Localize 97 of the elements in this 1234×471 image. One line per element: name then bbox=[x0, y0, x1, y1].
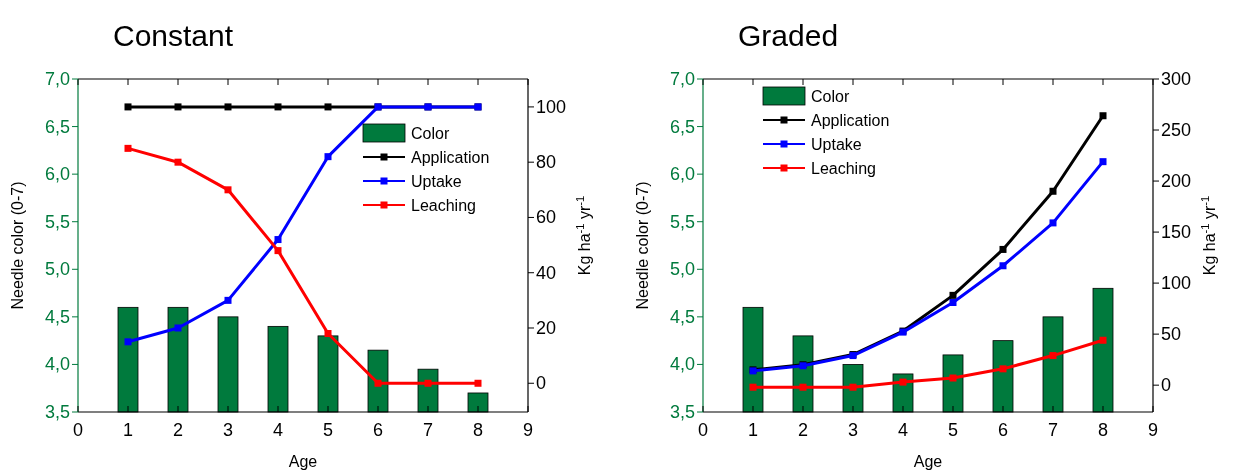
x-tick-label: 6 bbox=[997, 420, 1009, 440]
y2-tick-label: 80 bbox=[536, 152, 557, 173]
point bbox=[174, 158, 182, 166]
legend-label: Color bbox=[411, 125, 450, 142]
point bbox=[949, 291, 957, 299]
point bbox=[324, 103, 332, 111]
point bbox=[374, 379, 382, 387]
y-tick-label: 5,0 bbox=[669, 259, 695, 280]
point bbox=[174, 103, 182, 111]
point bbox=[999, 262, 1007, 270]
point bbox=[274, 103, 282, 111]
x-axis-title: Age bbox=[288, 453, 318, 470]
x-tick-label: 5 bbox=[947, 420, 959, 440]
y-tick-label: 6,5 bbox=[669, 116, 695, 137]
point bbox=[1049, 352, 1057, 360]
point bbox=[999, 245, 1007, 253]
y-tick-label: 5,5 bbox=[44, 211, 70, 232]
x-tick-label: 3 bbox=[222, 420, 234, 440]
y2-tick-label: 40 bbox=[536, 262, 557, 283]
y-tick-label: 7,0 bbox=[44, 69, 70, 89]
y2-tick-label: 0 bbox=[536, 373, 547, 394]
legend-label: Color bbox=[811, 88, 850, 105]
x-axis-title: Age bbox=[913, 453, 943, 470]
y2-tick-label: 150 bbox=[1161, 222, 1192, 243]
y2-tick-label: 200 bbox=[1161, 171, 1192, 192]
point bbox=[999, 365, 1007, 373]
y2-tick-label: 60 bbox=[536, 207, 557, 228]
x-tick-label: 7 bbox=[422, 420, 434, 440]
y2-tick-label: 50 bbox=[1161, 324, 1182, 345]
chart-title: Constant bbox=[113, 19, 234, 52]
x-tick-label: 7 bbox=[1047, 420, 1059, 440]
point bbox=[124, 338, 132, 346]
point bbox=[849, 383, 857, 391]
y-axis-title: Needle color (0-7) bbox=[634, 181, 651, 310]
legend-label: Leaching bbox=[411, 197, 476, 214]
x-tick-label: 3 bbox=[847, 420, 859, 440]
y-axis-title: Needle color (0-7) bbox=[9, 181, 26, 310]
y-tick-label: 6,0 bbox=[44, 164, 70, 185]
point bbox=[124, 144, 132, 152]
y-tick-label: 4,0 bbox=[669, 354, 695, 375]
y2-tick-label: 300 bbox=[1161, 69, 1192, 89]
y-tick-label: 4,0 bbox=[44, 354, 70, 375]
x-tick-label: 5 bbox=[322, 420, 334, 440]
x-tick-label: 2 bbox=[172, 420, 184, 440]
x-tick-label: 0 bbox=[697, 420, 709, 440]
point bbox=[749, 383, 757, 391]
legend-label: Application bbox=[411, 149, 490, 166]
point bbox=[1099, 336, 1107, 344]
point bbox=[224, 296, 232, 304]
x-tick-label: 2 bbox=[797, 420, 809, 440]
x-tick-label: 8 bbox=[1097, 420, 1109, 440]
point bbox=[324, 153, 332, 161]
y-tick-label: 5,0 bbox=[44, 259, 70, 280]
x-tick-label: 1 bbox=[747, 420, 759, 440]
point bbox=[174, 324, 182, 332]
point bbox=[899, 378, 907, 386]
point bbox=[799, 383, 807, 391]
y-tick-label: 6,0 bbox=[669, 164, 695, 185]
point bbox=[1049, 219, 1057, 227]
point bbox=[1099, 112, 1107, 120]
point bbox=[1049, 187, 1057, 195]
legend-label: Uptake bbox=[411, 173, 462, 190]
legend-label: Leaching bbox=[811, 160, 876, 177]
y-tick-label: 3,5 bbox=[669, 402, 695, 422]
chart-title: Graded bbox=[738, 19, 839, 52]
x-tick-label: 9 bbox=[1147, 420, 1159, 440]
point bbox=[474, 379, 482, 387]
point bbox=[124, 103, 132, 111]
y-tick-label: 4,5 bbox=[44, 306, 70, 327]
x-tick-label: 6 bbox=[372, 420, 384, 440]
y2-tick-label: 250 bbox=[1161, 120, 1192, 141]
y2-tick-label: 100 bbox=[536, 96, 567, 117]
y2-tick-label: 20 bbox=[536, 317, 557, 338]
y-tick-label: 7,0 bbox=[669, 69, 695, 89]
point bbox=[424, 379, 432, 387]
legend-label: Uptake bbox=[811, 136, 862, 153]
point bbox=[274, 247, 282, 255]
x-tick-label: 8 bbox=[472, 420, 484, 440]
x-tick-label: 4 bbox=[272, 420, 284, 440]
point bbox=[224, 103, 232, 111]
point bbox=[324, 330, 332, 338]
y-tick-label: 4,5 bbox=[669, 306, 695, 327]
x-tick-label: 0 bbox=[72, 420, 84, 440]
y-tick-label: 3,5 bbox=[44, 402, 70, 422]
x-tick-label: 4 bbox=[897, 420, 909, 440]
x-tick-label: 9 bbox=[522, 420, 534, 440]
point bbox=[1099, 158, 1107, 166]
legend-label: Application bbox=[811, 112, 890, 129]
x-tick-label: 1 bbox=[122, 420, 134, 440]
y2-tick-label: 100 bbox=[1161, 273, 1192, 294]
point bbox=[949, 374, 957, 382]
y-tick-label: 6,5 bbox=[44, 116, 70, 137]
y2-tick-label: 0 bbox=[1161, 375, 1172, 396]
y-tick-label: 5,5 bbox=[669, 211, 695, 232]
point bbox=[224, 186, 232, 194]
point bbox=[949, 299, 957, 306]
point bbox=[274, 236, 282, 244]
